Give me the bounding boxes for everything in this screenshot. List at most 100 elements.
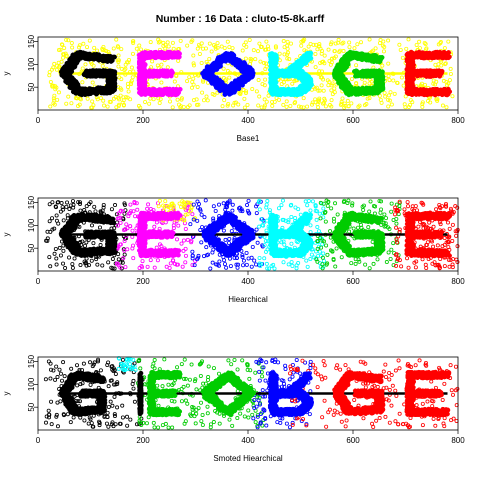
noise-point	[289, 42, 292, 45]
noise-point	[131, 76, 134, 79]
noise-point	[258, 95, 261, 98]
letter-point	[224, 51, 228, 55]
noise-point	[323, 54, 326, 57]
noise-point	[192, 54, 195, 57]
noise-point	[387, 75, 390, 78]
noise-point	[95, 49, 98, 52]
noise-point	[71, 46, 74, 49]
noise-point	[152, 98, 155, 101]
noise-point	[320, 84, 323, 87]
noise-point	[441, 104, 444, 107]
noise-point	[405, 47, 408, 50]
noise-point	[415, 43, 418, 46]
noise-point	[208, 57, 211, 60]
noise-point	[120, 48, 123, 51]
noise-point	[49, 80, 52, 83]
noise-point	[166, 66, 169, 69]
noise-point	[115, 38, 118, 41]
noise-point	[363, 81, 366, 84]
noise-point	[148, 102, 151, 105]
noise-point	[286, 44, 289, 47]
noise-point	[221, 105, 224, 108]
noise-point	[388, 78, 391, 81]
noise-point	[387, 62, 390, 65]
noise-point	[333, 91, 336, 94]
noise-point	[387, 105, 390, 108]
noise-point	[106, 105, 109, 108]
noise-point	[314, 66, 317, 69]
noise-point	[383, 91, 386, 94]
noise-point	[257, 78, 260, 81]
noise-point	[387, 39, 390, 42]
letter-point	[167, 71, 171, 75]
noise-point	[245, 45, 248, 48]
noise-point	[282, 39, 285, 42]
noise-point	[348, 46, 351, 49]
noise-point	[443, 47, 446, 50]
noise-point	[220, 45, 223, 48]
noise-point	[82, 42, 85, 45]
noise-point	[117, 54, 120, 57]
noise-point	[91, 100, 94, 103]
noise-point	[445, 106, 448, 109]
noise-point	[327, 84, 330, 87]
noise-point	[70, 102, 73, 105]
noise-point	[222, 67, 225, 70]
noise-point	[160, 81, 163, 84]
noise-point	[188, 76, 191, 79]
noise-point	[348, 41, 351, 44]
noise-point	[267, 94, 270, 97]
noise-point	[226, 40, 229, 43]
noise-point	[167, 45, 170, 48]
letter-point	[89, 73, 93, 77]
noise-point	[143, 100, 146, 103]
noise-point	[434, 63, 437, 66]
noise-point	[241, 49, 244, 52]
noise-point	[248, 38, 251, 41]
noise-point	[327, 48, 330, 51]
noise-point	[99, 97, 102, 100]
noise-point	[333, 87, 336, 90]
noise-point	[282, 81, 285, 84]
noise-point	[171, 41, 174, 44]
noise-point	[65, 102, 68, 105]
noise-point	[382, 50, 385, 53]
noise-point	[359, 41, 362, 44]
noise-point	[354, 64, 357, 67]
noise-point	[171, 106, 174, 109]
noise-point	[399, 48, 402, 51]
noise-point	[389, 91, 392, 94]
noise-point	[243, 97, 246, 100]
noise-point	[102, 104, 105, 107]
noise-point	[398, 43, 401, 46]
noise-point	[135, 47, 138, 50]
noise-point	[346, 99, 349, 102]
noise-point	[305, 105, 308, 108]
noise-point	[356, 43, 359, 46]
noise-point	[265, 100, 268, 103]
noise-point	[246, 103, 249, 106]
noise-point	[185, 80, 188, 83]
noise-point	[61, 56, 64, 59]
noise-point	[251, 87, 254, 90]
noise-point	[186, 44, 189, 47]
noise-point	[138, 44, 141, 47]
noise-point	[231, 47, 234, 50]
noise-point	[196, 85, 199, 88]
noise-point	[70, 41, 73, 44]
noise-point	[210, 50, 213, 53]
letter-point	[85, 71, 89, 75]
noise-point	[382, 40, 385, 43]
noise-point	[330, 99, 333, 102]
noise-point	[127, 90, 130, 93]
noise-point	[259, 60, 262, 63]
noise-point	[151, 60, 154, 63]
noise-point	[258, 42, 261, 45]
noise-point	[86, 97, 89, 100]
noise-point	[228, 45, 231, 48]
noise-point	[126, 85, 129, 88]
noise-point	[263, 78, 266, 81]
noise-point	[286, 47, 289, 50]
noise-point	[449, 67, 452, 70]
noise-point	[176, 98, 179, 101]
